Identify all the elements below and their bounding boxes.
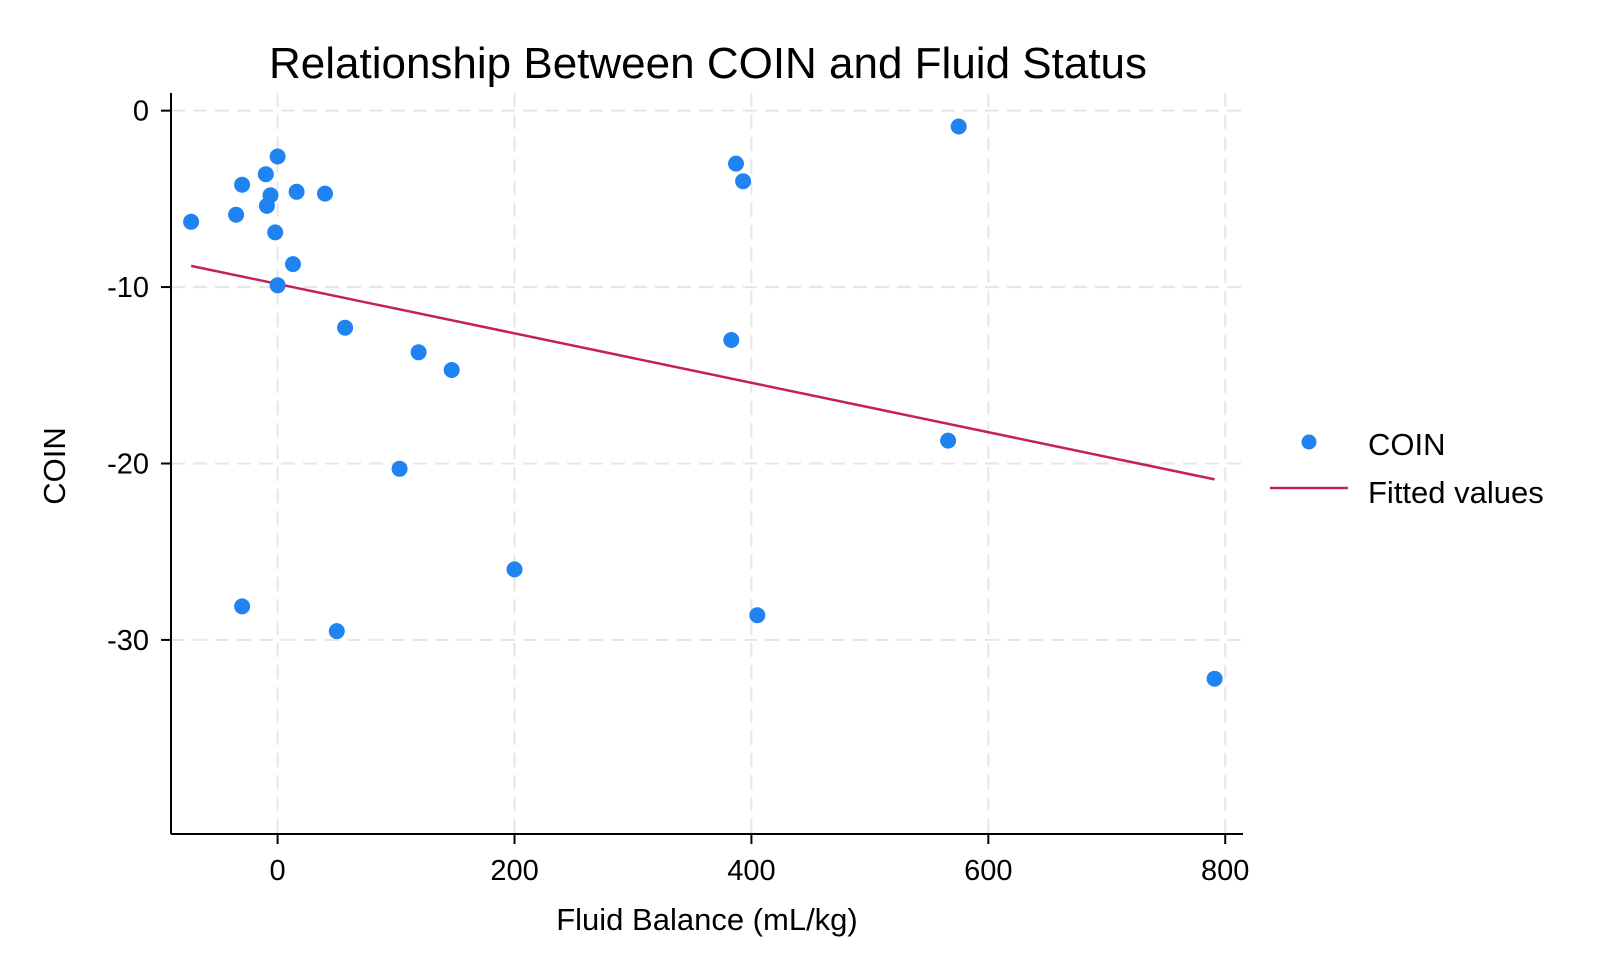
data-point xyxy=(269,148,286,165)
x-tick-label: 400 xyxy=(727,855,775,887)
x-tick-label: 600 xyxy=(964,855,1012,887)
x-tick-label: 800 xyxy=(1201,855,1249,887)
data-point xyxy=(728,155,744,172)
legend: COIN Fitted values xyxy=(1270,427,1544,510)
tick-labels: 0 200 400 600 800 0 -10 -20 -30 xyxy=(107,96,1249,887)
data-point xyxy=(317,185,333,202)
data-point xyxy=(269,277,286,294)
data-point xyxy=(749,607,766,624)
x-axis-title: Fluid Balance (mL/kg) xyxy=(556,902,858,937)
y-axis-title: COIN xyxy=(37,427,72,505)
data-point xyxy=(410,344,427,361)
data-point xyxy=(234,598,251,615)
data-point xyxy=(723,332,740,348)
fitted-line-layer xyxy=(190,264,1215,481)
y-tick-label: -20 xyxy=(107,449,149,481)
data-point xyxy=(267,224,284,241)
data-point xyxy=(257,166,274,183)
data-points xyxy=(183,118,1223,687)
grid-lines xyxy=(171,93,1243,834)
data-point xyxy=(183,213,200,230)
legend-label-coin: COIN xyxy=(1368,427,1446,462)
data-point xyxy=(1206,670,1223,687)
y-tick-label: -30 xyxy=(107,625,149,657)
data-point xyxy=(228,206,245,223)
data-point xyxy=(443,362,460,378)
x-tick-label: 200 xyxy=(490,855,538,887)
y-tick-label: -10 xyxy=(107,272,149,304)
data-point xyxy=(337,319,354,336)
data-point xyxy=(506,561,523,578)
data-point xyxy=(288,183,305,200)
legend-label-fitted: Fitted values xyxy=(1368,475,1544,510)
data-point xyxy=(234,176,251,193)
y-tick-label: 0 xyxy=(133,96,149,128)
data-point xyxy=(391,460,408,477)
x-tick-label: 0 xyxy=(270,855,286,887)
data-point xyxy=(950,118,967,135)
chart-title: Relationship Between COIN and Fluid Stat… xyxy=(269,39,1147,88)
data-point xyxy=(735,173,752,190)
fitted-values-line xyxy=(190,264,1215,481)
data-point xyxy=(262,187,279,204)
data-point xyxy=(285,256,301,273)
data-point xyxy=(940,432,957,449)
data-point xyxy=(328,623,345,640)
legend-marker-coin xyxy=(1301,434,1317,450)
